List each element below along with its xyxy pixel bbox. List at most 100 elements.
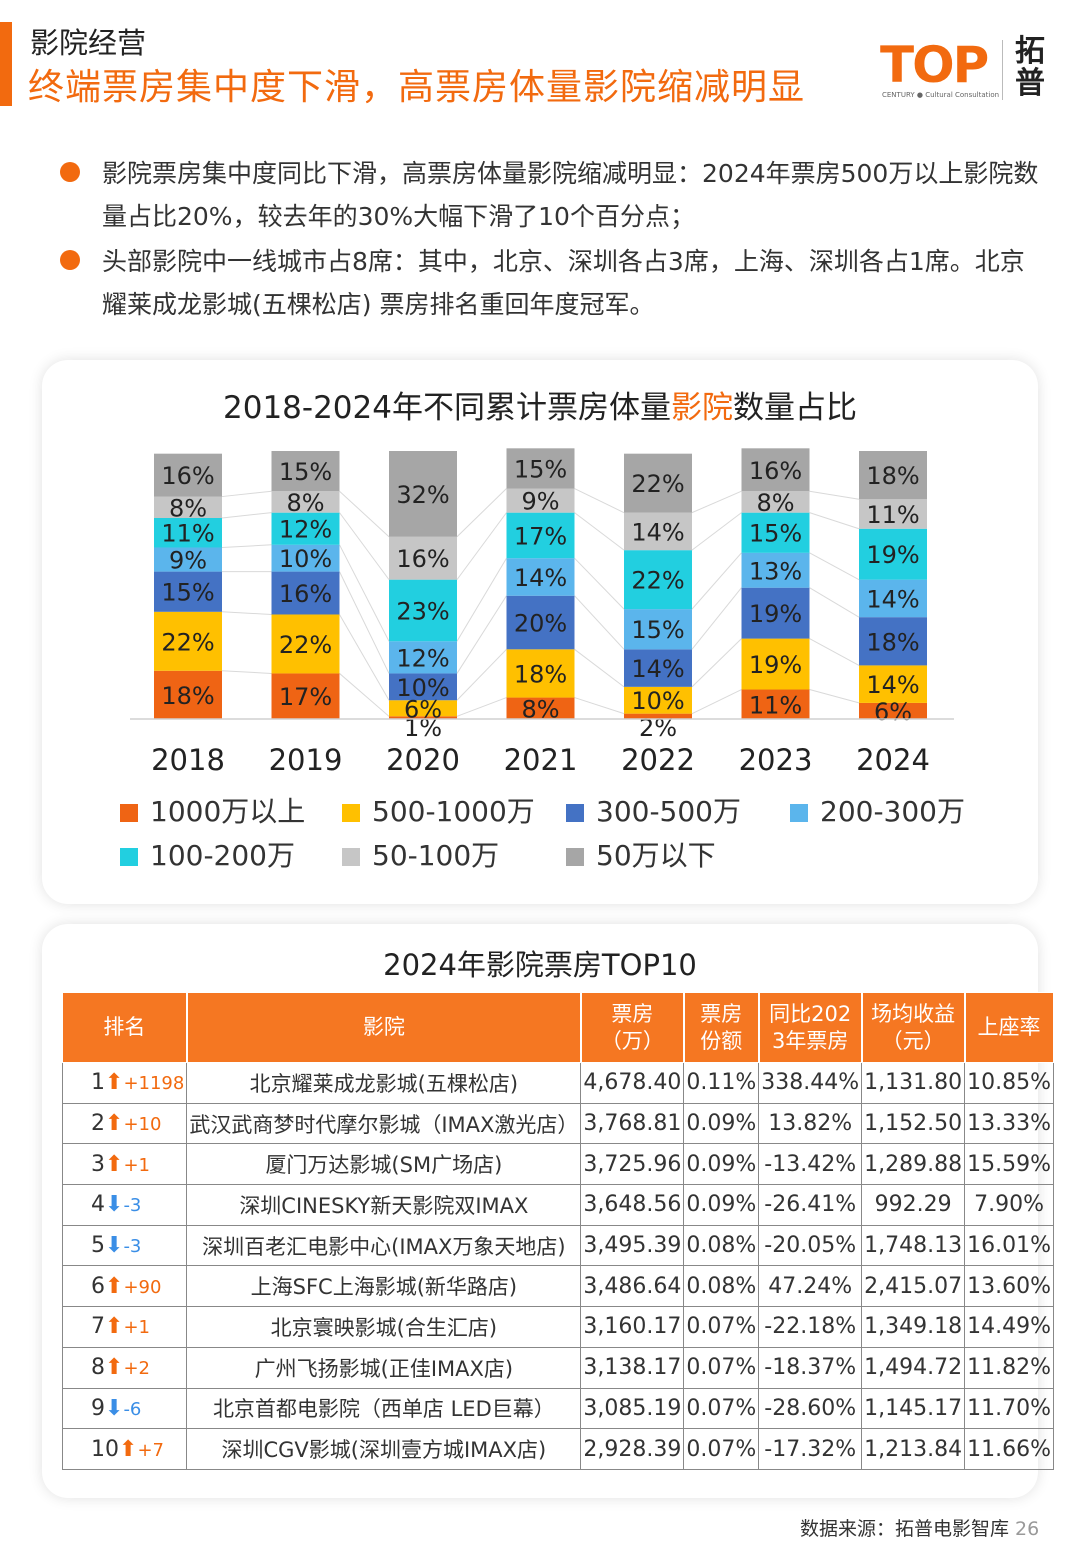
section-label: 影院经营 (30, 26, 147, 60)
box-office: 2,928.39 (580, 1428, 685, 1470)
bullet-item: 影院票房集中度同比下滑，高票房体量影院缩减明显：2024年票房500万以上影院数… (60, 152, 1040, 238)
legend-label: 1000万以上 (150, 795, 306, 828)
brand-logo: TOP CENTURY ● Cultural Consultation 拓 普 (880, 36, 1060, 106)
box-office: 3,160.17 (580, 1306, 685, 1348)
data-label: 2% (639, 714, 677, 742)
chart-title: 2018-2024年不同累计票房体量影院数量占比 (42, 382, 1038, 427)
x-tick-label: 2022 (621, 743, 695, 777)
chart-title-prefix: 2018-2024年不同累计票房体量 (223, 390, 671, 426)
legend-item: 100-200万 (120, 834, 295, 874)
table-row: 2⬆+10 武汉武商梦时代摩尔影城（IMAX激光店） 3,768.81 0.09% 13… (61, 1102, 1054, 1145)
legend-label: 300-500万 (596, 795, 741, 828)
rank-cell: 8⬆+2 (61, 1346, 188, 1389)
legend-swatch (342, 804, 360, 822)
bar-segment (389, 451, 457, 537)
yoy-change: -26.41% (758, 1184, 863, 1226)
occupancy: 11.82% (964, 1346, 1054, 1389)
box-share: 0.11% (683, 1062, 760, 1104)
bar-segment (859, 617, 927, 666)
arrow-down-icon: ⬇ (105, 1395, 124, 1421)
accent-bar (0, 22, 12, 106)
bullet-text: 头部影院中一线城市占8席：其中，北京、深圳各占3席，上海、深圳各占1席。北京耀莱… (102, 247, 1025, 319)
logo-cn-line2: 普 (1015, 66, 1045, 101)
data-label: 22% (631, 567, 684, 595)
data-label: 11% (161, 520, 214, 548)
avg-revenue: 1,131.80 (861, 1062, 966, 1104)
data-label: 23% (396, 597, 449, 625)
avg-revenue: 1,145.17 (861, 1387, 966, 1430)
occupancy: 7.90% (964, 1184, 1054, 1226)
x-tick-label: 2021 (504, 743, 578, 777)
data-label: 22% (279, 631, 332, 659)
connector-line (574, 595, 625, 650)
connector-line (691, 552, 742, 610)
table-row: 6⬆+90 上海SFC上海影城(新华路店) 3,486.64 0.08% 47.24% 2… (61, 1265, 1054, 1308)
box-share: 0.07% (683, 1428, 760, 1470)
connector-line (456, 595, 507, 674)
bar-segment (389, 673, 457, 701)
yoy-change: 47.24% (758, 1265, 863, 1308)
connector-line (339, 512, 390, 580)
yoy-change: -18.37% (758, 1346, 863, 1389)
bar-segment (624, 713, 692, 719)
occupancy: 15.59% (964, 1143, 1054, 1186)
bar-segment (741, 448, 810, 492)
box-office: 3,138.17 (580, 1346, 685, 1389)
connector-line (809, 512, 860, 530)
cinema-name: 北京首都电影院（西单店 LED巨幕） (186, 1387, 582, 1430)
connector-line (339, 490, 390, 538)
x-tick-label: 2019 (269, 743, 343, 777)
arrow-down-icon: ⬇ (105, 1233, 124, 1259)
connector-line (809, 552, 860, 581)
data-label: 16% (279, 580, 332, 608)
legend-item: 50万以下 (566, 834, 716, 874)
bar-segment (506, 488, 575, 513)
chart-card: 2018-2024年不同累计票房体量影院数量占比 18% 22% 15% 9% 11% 8… (42, 360, 1038, 904)
bullet-item: 头部影院中一线城市占8席：其中，北京、深圳各占3席，上海、深圳各占1席。北京耀莱… (60, 240, 1040, 326)
avg-revenue: 1,152.50 (861, 1102, 966, 1145)
legend-item: 50-100万 (342, 834, 499, 874)
cinema-name: 深圳CINESKY新天影院双IMAX (186, 1184, 582, 1226)
column-header: 票房 份额 (683, 992, 760, 1063)
rank-change: +7 (137, 1439, 164, 1461)
column-header: 同比202 3年票房 (758, 992, 863, 1063)
rank-change: +1198 (123, 1073, 185, 1095)
logo-cn-line1: 拓 (1015, 34, 1045, 69)
bullet-text: 影院票房集中度同比下滑，高票房体量影院缩减明显：2024年票房500万以上影院数… (102, 159, 1039, 231)
bar-segment (506, 649, 575, 698)
connector-line (809, 638, 860, 666)
rank-number: 10 (91, 1436, 119, 1462)
bar-segment (741, 512, 810, 553)
data-label: 9% (169, 547, 207, 575)
rank-number: 7 (91, 1314, 105, 1340)
data-label: 8% (169, 494, 207, 522)
legend-swatch (120, 804, 138, 822)
column-header: 影院 (186, 992, 582, 1063)
legend-item: 1000万以上 (120, 790, 305, 830)
data-label: 16% (749, 457, 802, 485)
data-label: 17% (279, 683, 332, 711)
box-office: 3,085.19 (580, 1387, 685, 1430)
rank-change: +90 (123, 1276, 162, 1298)
rank-cell: 7⬆+1 (61, 1306, 188, 1348)
bar-segment (389, 536, 457, 580)
data-label: 10% (631, 687, 684, 715)
connector-line (221, 544, 272, 548)
avg-revenue: 1,494.72 (861, 1346, 966, 1389)
bar-segment (506, 595, 575, 650)
table-row: 5⬇-3 深圳百老汇电影中心(IMAX万象天地店) 3,495.39 0.08% -20… (61, 1224, 1054, 1267)
arrow-up-icon: ⬆ (105, 1111, 124, 1137)
legend-label: 50万以下 (596, 839, 716, 872)
connector-line (691, 587, 742, 650)
connector-line (339, 614, 390, 701)
bar-segment (506, 558, 575, 596)
data-label: 6% (874, 698, 912, 726)
table-card: 2024年影院票房TOP10 排名 影院 票房 （万） 票房 份额 同比202 3年票房 场均收… (42, 924, 1055, 1498)
arrow-up-icon: ⬆ (105, 1355, 124, 1381)
bullet-dot-icon (60, 162, 80, 182)
rank-change: +10 (123, 1114, 162, 1136)
cinema-name: 广州飞扬影城(正佳IMAX店) (186, 1346, 582, 1389)
bar-segment (624, 649, 692, 687)
cinema-name: 北京耀莱成龙影城(五棵松店) (186, 1062, 582, 1104)
data-label: 14% (631, 655, 684, 683)
